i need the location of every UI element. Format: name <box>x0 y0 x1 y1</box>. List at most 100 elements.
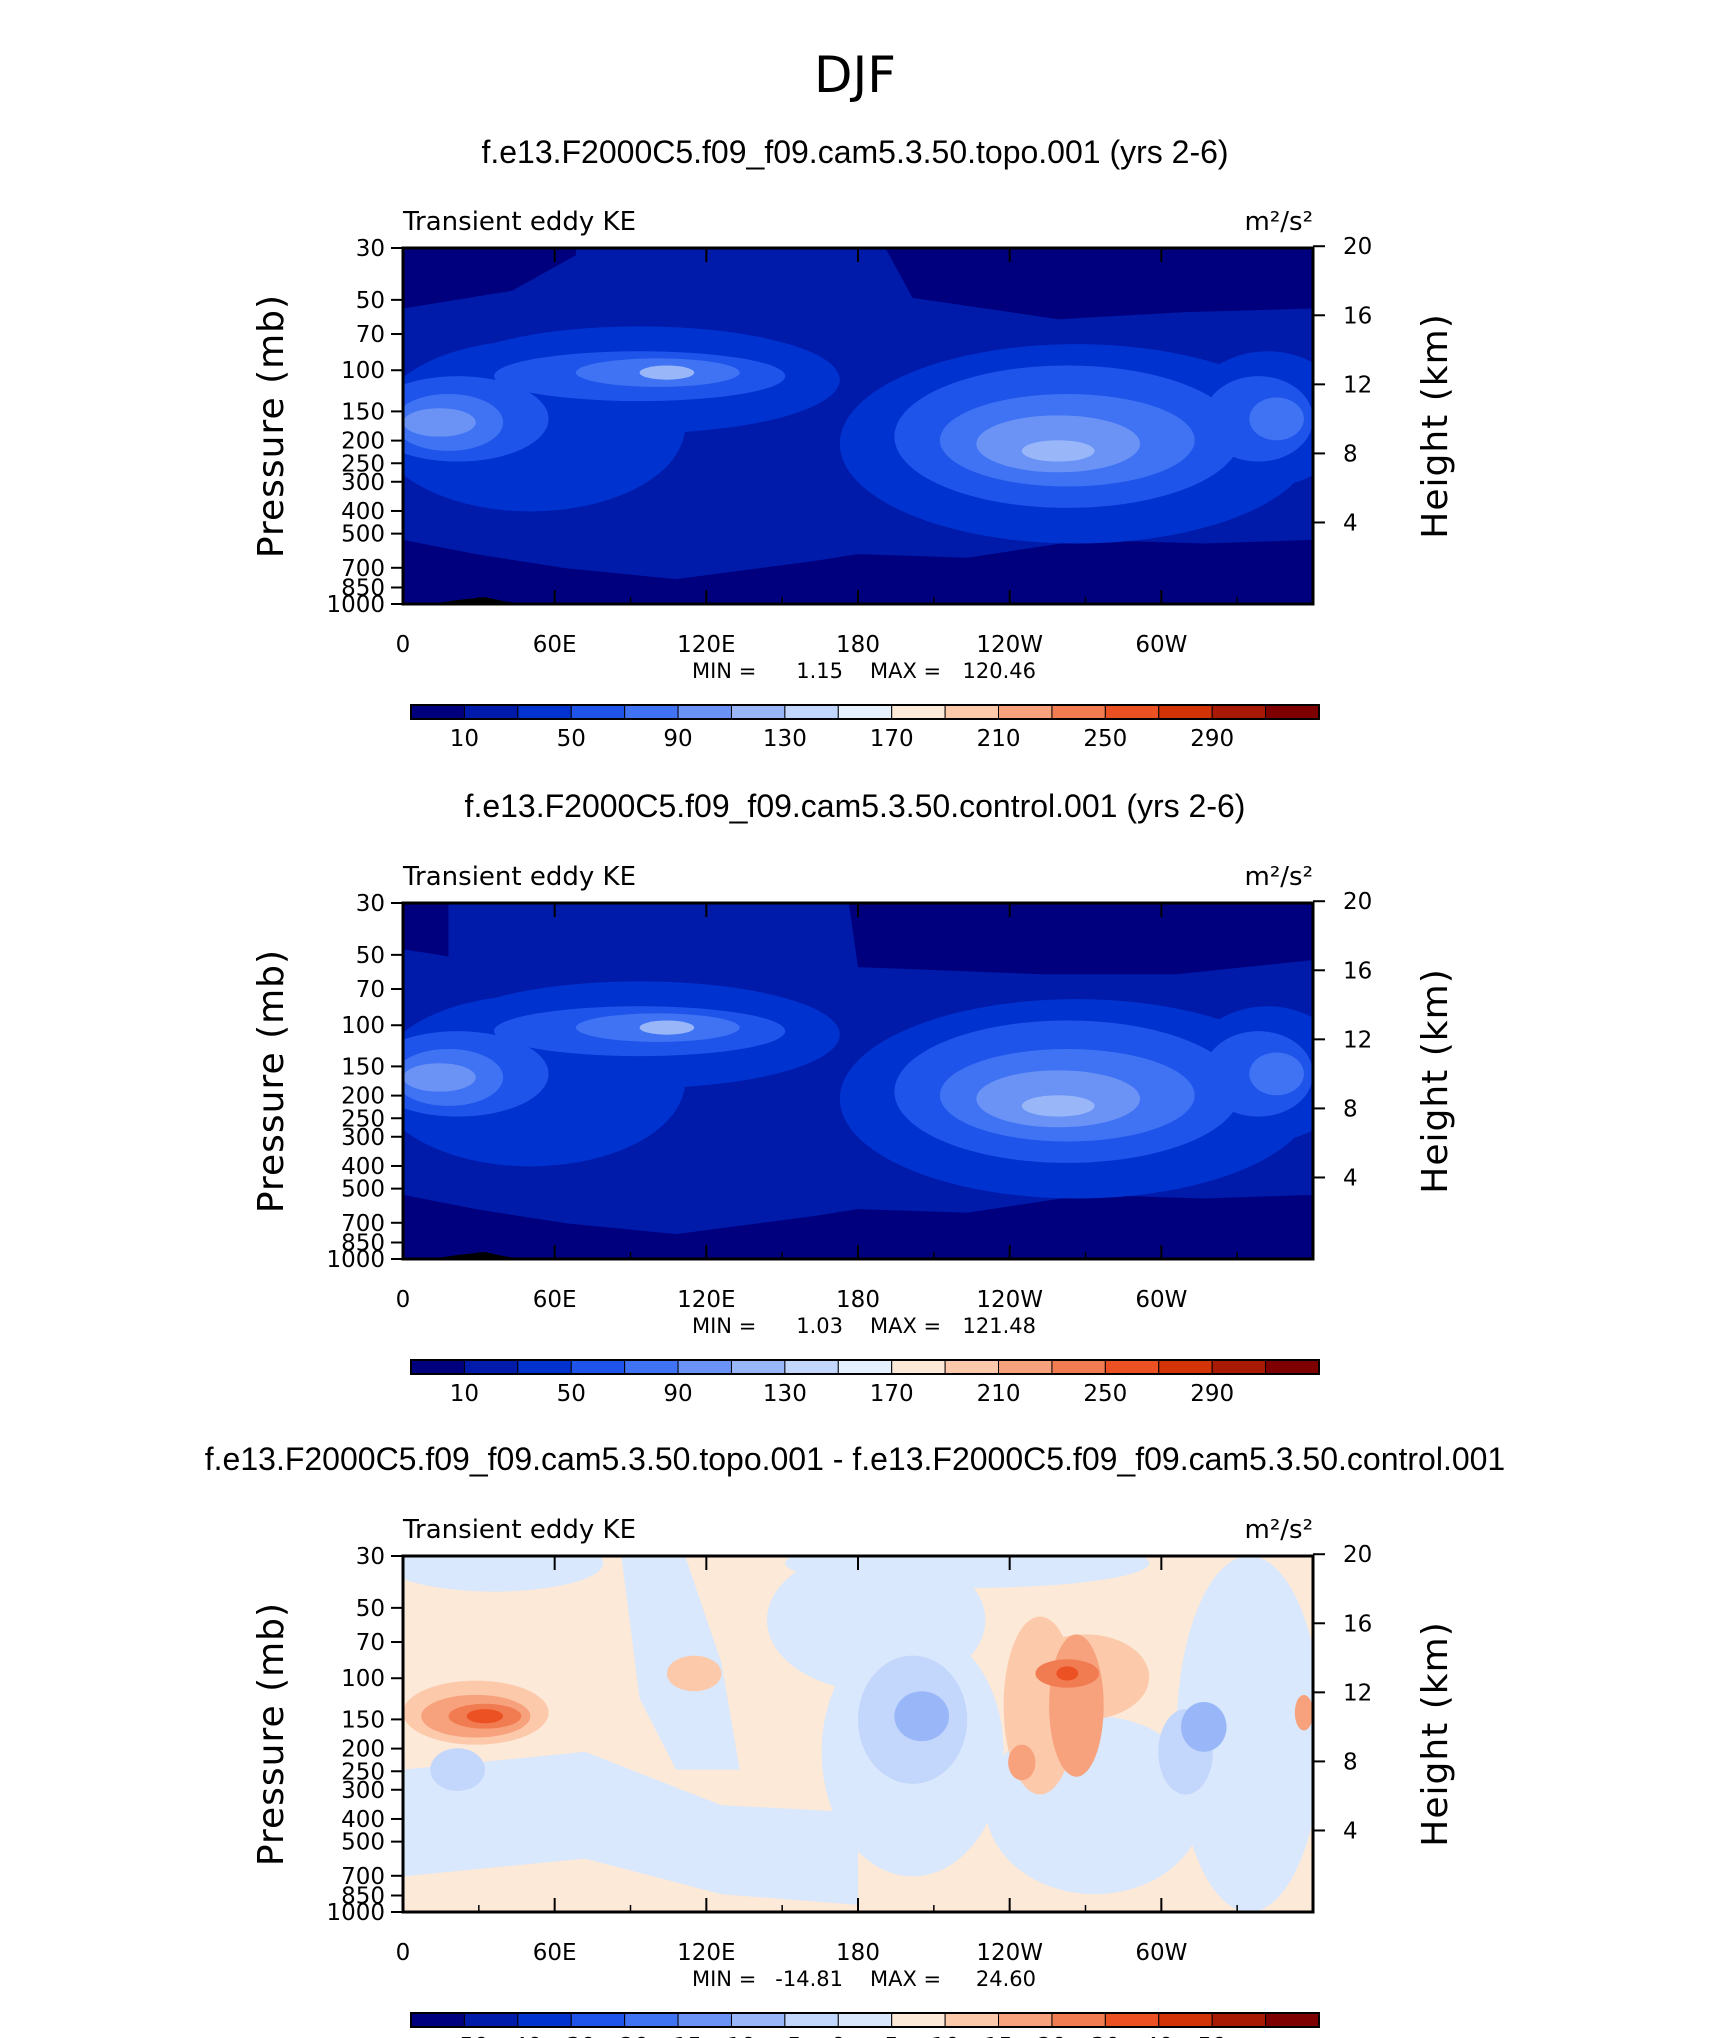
x-tick-label: 120W <box>976 1287 1043 1313</box>
topography-mask <box>430 597 522 604</box>
units-label: m²/s² <box>1245 862 1313 892</box>
topography-mask <box>430 1252 522 1259</box>
max-label: MAX = <box>870 659 941 683</box>
colorbar-tick-label: 290 <box>1190 1381 1234 1407</box>
variable-label: Transient eddy KE <box>402 207 636 237</box>
y-right-tick-label: 8 <box>1343 1096 1358 1122</box>
x-tick-label: 0 <box>396 1940 411 1966</box>
y-right-tick-label: 8 <box>1343 1749 1358 1775</box>
colorbar-swatch <box>1104 704 1160 720</box>
colorbar-swatch <box>1211 704 1267 720</box>
colorbar-swatch <box>410 2012 465 2028</box>
colorbar-tick-label: −50 <box>440 2034 489 2038</box>
y-tick-label: 500 <box>341 522 385 548</box>
field-strat-west <box>403 248 576 309</box>
colorbar-tick-label: 5 <box>884 2034 899 2038</box>
y-right-tick-label: 4 <box>1343 510 1358 536</box>
colorbar-swatch <box>410 1359 465 1375</box>
contour-field <box>403 1556 1313 1912</box>
y-tick-label: 850 <box>341 1231 385 1257</box>
colorbar-tick-label: 170 <box>870 726 914 752</box>
colorbar-tick-label: 30 <box>1091 2034 1120 2038</box>
y-tick-label: 30 <box>356 1544 385 1570</box>
max-label: MAX = <box>870 1967 941 1991</box>
colorbar-swatch <box>998 1359 1053 1375</box>
colorbar-swatch <box>570 2012 626 2028</box>
colorbar-swatch <box>944 704 1000 720</box>
min-value: 1.03 <box>796 1314 843 1338</box>
colorbar-tick-label: 210 <box>977 1381 1021 1407</box>
x-tick-label: 180 <box>836 632 880 658</box>
colorbar-frame <box>410 1359 1320 1375</box>
colorbar-swatch <box>677 1359 732 1375</box>
colorbar-swatch <box>944 1359 1000 1375</box>
field-pos-mid <box>666 1655 722 1692</box>
y-right-tick-label: 20 <box>1343 234 1372 260</box>
field-pos-w-4 <box>466 1709 504 1724</box>
colorbar-tick-label: 130 <box>763 726 807 752</box>
y-tick-label: 300 <box>341 470 385 496</box>
colorbar-tick-label: 10 <box>450 1381 479 1407</box>
y-tick-label: 30 <box>356 891 385 917</box>
y-tick-label: 200 <box>341 429 385 455</box>
y-right-tick-label: 12 <box>1343 1027 1372 1053</box>
field-surface-band <box>403 539 1313 604</box>
y-right-tick-label: 12 <box>1343 1680 1372 1706</box>
figure-title: DJF <box>814 46 896 104</box>
colorbar-swatch <box>463 1359 519 1375</box>
y-tick-label: 200 <box>341 1084 385 1110</box>
colorbar-tick-label: 170 <box>870 1381 914 1407</box>
colorbar-swatch <box>570 1359 626 1375</box>
colorbar-swatch <box>624 2012 679 2028</box>
colorbar-tick-label: 130 <box>763 1381 807 1407</box>
colorbar-swatch <box>1051 1359 1106 1375</box>
field-neg-atlantic <box>1176 1556 1313 1912</box>
y-right-tick-label: 4 <box>1343 1165 1358 1191</box>
y-tick-label: 700 <box>341 1864 385 1890</box>
y-axis-label: Pressure (mb) <box>251 949 292 1213</box>
y-axis-label: Pressure (mb) <box>251 1602 292 1866</box>
min-label: MIN = <box>692 1967 756 1991</box>
colorbar-swatch <box>677 704 732 720</box>
colorbar-tick-label: 90 <box>663 1381 692 1407</box>
x-tick-label: 120E <box>677 632 735 658</box>
field-pos-pac-6 <box>1056 1666 1079 1681</box>
colorbar-tick-label: −30 <box>547 2034 596 2038</box>
field-strat-west <box>403 903 449 957</box>
y-right-tick-label: 4 <box>1343 1818 1358 1844</box>
min-label: MIN = <box>692 1314 756 1338</box>
colorbar-swatch <box>1211 1359 1267 1375</box>
colorbar-tick-label: 50 <box>557 1381 586 1407</box>
colorbar-swatch <box>1158 704 1213 720</box>
colorbar-tick-label: 15 <box>984 2034 1013 2038</box>
y-tick-label: 250 <box>341 1759 385 1785</box>
x-tick-label: 60E <box>533 1287 577 1313</box>
y-right-tick-label: 8 <box>1343 441 1358 467</box>
colorbar-swatch <box>624 704 679 720</box>
colorbar-swatch <box>837 2012 893 2028</box>
x-tick-label: 120W <box>976 632 1043 658</box>
colorbar-swatch <box>570 704 626 720</box>
variable-label: Transient eddy KE <box>402 862 636 892</box>
colorbar-tick-label: 50 <box>557 726 586 752</box>
colorbar-swatch <box>517 2012 572 2028</box>
y-tick-label: 700 <box>341 1211 385 1237</box>
colorbar-tick-label: −40 <box>494 2034 543 2038</box>
y-right-tick-label: 12 <box>1343 372 1372 398</box>
x-tick-label: 0 <box>396 632 411 658</box>
y-tick-label: 400 <box>341 499 385 525</box>
panel-title: f.e13.F2000C5.f09_f09.cam5.3.50.topo.001… <box>481 134 1228 170</box>
field-surface-band <box>403 1194 1313 1259</box>
y-tick-label: 70 <box>356 322 385 348</box>
panel-2: f.e13.F2000C5.f09_f09.cam5.3.50.control.… <box>251 788 1456 1407</box>
colorbar-tick-label: 250 <box>1083 1381 1127 1407</box>
colorbar-swatch <box>730 704 786 720</box>
colorbar-tick-label: 10 <box>930 2034 959 2038</box>
colorbar-tick-label: 0 <box>831 2034 846 2038</box>
y-right-tick-label: 16 <box>1343 1611 1372 1637</box>
colorbar-swatch <box>784 704 839 720</box>
x-tick-label: 60E <box>533 632 577 658</box>
field-lvl4-atl <box>1249 1052 1304 1096</box>
colorbar-swatch <box>1265 1359 1320 1375</box>
